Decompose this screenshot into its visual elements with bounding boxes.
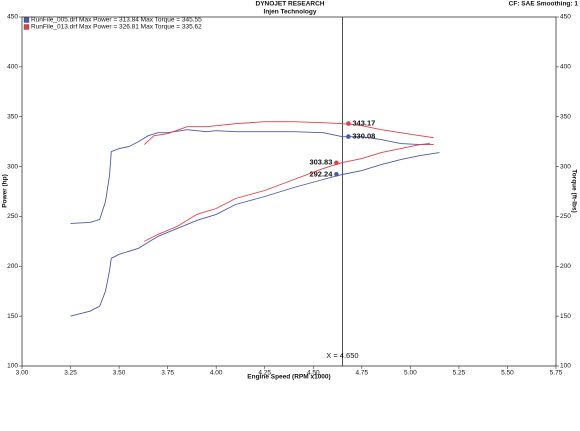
cursor-dot: [346, 121, 351, 126]
cursor-value: 330.08: [352, 132, 375, 141]
y-axis-label: Power (hp): [2, 174, 9, 208]
x-tick-label: 5.25: [453, 370, 466, 377]
cursor-dot: [334, 160, 339, 166]
cursor-dot: [334, 172, 339, 177]
y2-tick-label: 400: [560, 64, 571, 71]
power-line: [144, 144, 434, 242]
y2-tick-label: 200: [560, 263, 571, 270]
cursor-dot: [346, 134, 351, 139]
y2-tick-label: 100: [560, 363, 571, 370]
y2-tick-label: 250: [560, 213, 571, 220]
legend-swatch: [23, 17, 30, 23]
x-tick-label: 5.00: [404, 370, 417, 377]
x-tick-label: 4.25: [258, 370, 271, 377]
x-tick-label: 3.75: [161, 370, 174, 377]
y-tick-label: 400: [7, 64, 18, 71]
legend-label: RunFile_013.drf Max Power = 326.81 Max T…: [31, 24, 202, 31]
settings-text: CF: SAE Smoothing: 1: [509, 1, 579, 8]
y-tick-label: 200: [7, 263, 18, 270]
y-tick-label: 450: [7, 14, 18, 21]
cursor-value: 292.24: [309, 169, 333, 178]
y2-axis-label: Torque (ft-lbs): [570, 169, 577, 213]
torque-line: [143, 121, 434, 145]
x-tick-label: 3.25: [64, 370, 77, 377]
x-tick-label: 4.00: [210, 370, 223, 377]
x-tick-label: 3.50: [113, 370, 126, 377]
y-tick-label: 300: [7, 163, 18, 170]
x-tick-label: 5.75: [550, 370, 563, 377]
torque-line: [70, 129, 430, 224]
plot-frame: [21, 16, 557, 367]
x-tick-label: 4.50: [307, 370, 320, 377]
x-axis-label: Engine Speed (RPM x1000): [247, 374, 330, 381]
chart-subtitle: Injen Technology: [264, 9, 317, 16]
x-tick-label: 3.00: [16, 370, 29, 377]
cursor-value: 303.83: [309, 158, 332, 167]
y-tick-label: 150: [7, 313, 18, 320]
y-tick-label: 100: [7, 363, 18, 370]
power-line: [70, 152, 440, 317]
y2-tick-label: 150: [560, 313, 571, 320]
x-tick-label: 5.50: [501, 370, 514, 377]
x-tick-label: 4.75: [355, 370, 368, 377]
y-tick-label: 250: [7, 213, 18, 220]
y2-tick-label: 300: [560, 163, 571, 170]
legend-swatch: [23, 24, 30, 30]
y2-tick-label: 350: [560, 113, 571, 120]
chart-title: DYNOJET RESEARCH: [256, 1, 325, 8]
y-tick-label: 350: [7, 113, 18, 120]
y2-tick-label: 450: [560, 14, 571, 21]
cursor-value: 343.17: [352, 119, 375, 128]
legend-label: RunFile_005.drf Max Power = 313.84 Max T…: [31, 17, 202, 24]
cursor-label: X = 4.650: [326, 351, 358, 360]
